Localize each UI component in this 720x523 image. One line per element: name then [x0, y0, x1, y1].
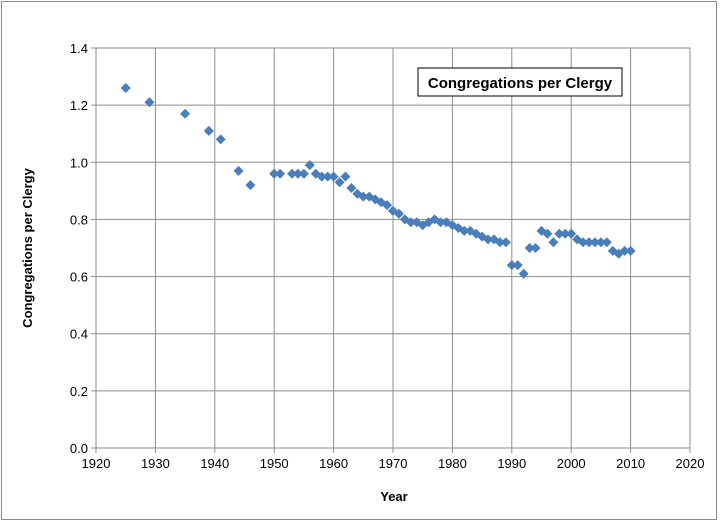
x-tick-label: 1930 [141, 456, 170, 471]
y-tick-labels: 0.0 0.2 0.4 0.6 0.8 1.0 1.2 1.4 [70, 41, 88, 456]
data-point [483, 234, 494, 245]
x-tick-label: 1950 [260, 456, 289, 471]
data-point [524, 243, 535, 253]
data-point [542, 228, 553, 239]
data-point [578, 237, 589, 248]
y-tick-label: 0.0 [70, 441, 88, 456]
data-point [589, 237, 600, 248]
data-point [595, 237, 606, 248]
data-point [298, 168, 309, 179]
data-point [382, 200, 393, 211]
data-point [292, 168, 303, 179]
gridlines [91, 47, 691, 453]
x-tick-label: 1980 [438, 456, 467, 471]
data-point [584, 237, 595, 248]
data-point [304, 160, 315, 171]
data-point [435, 217, 446, 228]
data-point [506, 260, 517, 271]
data-point [554, 228, 565, 239]
x-tick-label: 1940 [200, 456, 229, 471]
data-point [316, 171, 327, 182]
data-point [459, 225, 470, 236]
y-tick-label: 1.4 [70, 41, 88, 56]
x-tick-label: 2000 [557, 456, 586, 471]
data-point [393, 208, 404, 219]
y-tick-label: 0.2 [70, 384, 88, 399]
data-point [405, 217, 416, 228]
y-axis-title: Congregations per Clergy [20, 167, 35, 327]
x-tick-label: 2010 [616, 456, 645, 471]
x-tick-label: 1960 [319, 456, 348, 471]
data-point [566, 228, 577, 239]
data-point [233, 165, 244, 176]
data-point [203, 125, 214, 136]
chart-title: Congregations per Clergy [428, 75, 613, 92]
x-tick-label: 2020 [676, 456, 705, 471]
data-point [601, 237, 612, 248]
data-point [144, 97, 155, 108]
y-tick-label: 0.6 [70, 270, 88, 285]
data-point [560, 228, 571, 239]
data-point [275, 168, 286, 179]
data-point [328, 171, 339, 182]
x-tick-label: 1920 [82, 456, 111, 471]
y-tick-label: 0.8 [70, 212, 88, 227]
y-tick-label: 1.0 [70, 155, 88, 170]
data-point [322, 171, 333, 182]
chart-title-box [417, 67, 623, 97]
y-tick-label: 1.2 [70, 98, 88, 113]
data-point [358, 191, 369, 202]
x-tick-labels: 1920 1930 1940 1950 1960 1970 1980 1990 2000 2010… [82, 456, 705, 471]
data-point [512, 260, 523, 271]
data-point [340, 171, 351, 182]
data-point [625, 245, 636, 256]
data-point [215, 134, 226, 145]
data-point [548, 237, 559, 248]
data-point [500, 237, 511, 248]
data-point [245, 180, 256, 191]
data-point [180, 108, 191, 119]
data-point [619, 245, 630, 256]
data-point [530, 243, 541, 253]
data-point [334, 177, 345, 188]
axes [95, 48, 690, 449]
data-point [287, 168, 298, 179]
data-point [120, 83, 131, 93]
x-tick-label: 1970 [379, 456, 408, 471]
x-tick-label: 1990 [497, 456, 526, 471]
data-point [269, 168, 280, 179]
x-axis-title: Year [380, 489, 407, 504]
data-point [518, 268, 529, 279]
y-tick-label: 0.4 [70, 327, 88, 342]
data-point [346, 183, 357, 193]
data-point [494, 237, 505, 248]
data-points [120, 83, 636, 279]
